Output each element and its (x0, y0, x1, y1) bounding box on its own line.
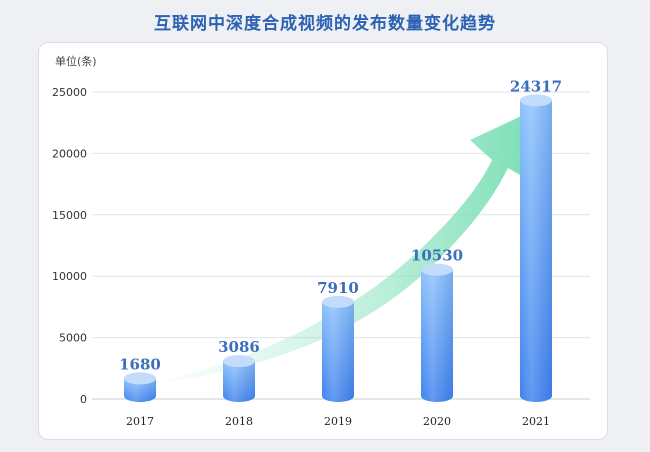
x-tick-label: 2021 (522, 415, 550, 428)
data-label: 3086 (218, 338, 260, 356)
bar-shading (421, 269, 453, 402)
data-label: 7910 (317, 279, 359, 297)
y-tick-label: 20000 (52, 147, 87, 160)
bar-top-cap (124, 372, 156, 385)
bar-shading (322, 301, 354, 402)
bar-top-cap (223, 355, 255, 368)
data-label: 24317 (510, 77, 562, 95)
x-tick-label: 2017 (126, 415, 154, 428)
bar-shading (520, 100, 552, 402)
bar-2018: 3086 (218, 338, 260, 402)
x-tick-label: 2018 (225, 415, 253, 428)
data-label: 1680 (119, 355, 161, 373)
bar-2019: 7910 (317, 279, 359, 402)
bar-top-cap (322, 295, 354, 308)
bar-2021: 24317 (510, 77, 562, 402)
y-tick-label: 15000 (52, 209, 87, 222)
bar-shading (223, 361, 255, 402)
y-tick-label: 25000 (52, 86, 87, 99)
bar-2020: 10530 (411, 247, 463, 402)
y-tick-label: 0 (80, 393, 87, 406)
x-tick-label: 2019 (324, 415, 352, 428)
data-label: 10530 (411, 247, 463, 265)
bar-top-cap (520, 94, 552, 107)
chart-title: 互联网中深度合成视频的发布数量变化趋势 (154, 14, 496, 34)
bar-shading (124, 378, 156, 402)
bar-2017: 1680 (119, 355, 161, 402)
x-tick-label: 2020 (423, 415, 451, 428)
y-tick-label: 10000 (52, 270, 87, 283)
y-tick-label: 5000 (59, 332, 87, 345)
y-axis-unit-label: 单位(条) (55, 55, 97, 68)
bar-top-cap (421, 263, 453, 276)
